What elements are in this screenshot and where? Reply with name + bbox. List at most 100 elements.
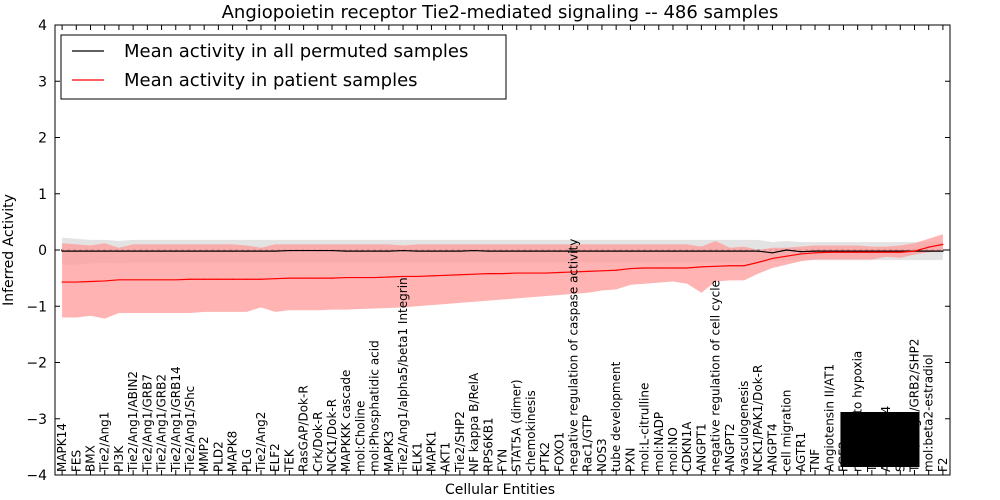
point-series-1 [189,278,191,280]
point-series-0 [899,250,901,252]
point-series-0 [615,250,617,252]
point-series-0 [629,250,631,252]
point-series-0 [374,250,376,252]
point-series-0 [132,250,134,252]
point-series-1 [487,273,489,275]
x-tick-label: chemokinesis [524,390,538,472]
point-series-0 [928,250,930,252]
point-series-1 [913,250,916,252]
x-tick-label: tube development [609,361,623,472]
x-tick-label: PLD2 [211,441,225,472]
x-tick-label: AKT1 [439,442,453,472]
point-series-0 [828,250,830,252]
x-tick-label: PLG [240,449,254,472]
x-tick-label: F2 [936,457,950,472]
point-series-0 [189,250,191,252]
point-series-1 [857,251,859,253]
band-series-1 [62,234,943,319]
point-series-0 [160,250,163,252]
x-tick-label: TNF [808,449,822,473]
point-series-1 [871,251,873,253]
point-series-1 [160,279,163,281]
point-series-0 [217,250,219,252]
point-series-1 [729,265,731,267]
point-series-0 [601,250,603,252]
point-series-0 [203,250,205,252]
overlap-block [840,412,920,467]
x-tick-label: vasculogenesis [737,381,751,472]
point-series-1 [544,272,546,274]
point-series-1 [558,271,560,274]
x-tick-label: MAPK3 [382,431,396,472]
point-series-0 [61,250,63,252]
point-series-0 [75,250,77,252]
point-series-0 [572,250,575,252]
point-series-1 [601,270,603,272]
point-series-1 [629,267,631,270]
point-series-1 [516,272,518,274]
point-series-1 [246,278,248,280]
point-series-1 [203,278,205,280]
legend: Mean activity in all permuted samples Me… [60,34,507,100]
y-tick-label: 2 [38,131,47,147]
x-tick-label: mol:Phosphatidic acid [368,340,382,472]
x-tick-label: TEK [282,448,296,473]
point-series-0 [786,249,788,251]
point-series-1 [445,274,447,276]
x-tick-label: ANGPT2 [723,423,737,472]
point-series-0 [672,250,674,252]
point-series-1 [686,267,688,269]
point-series-0 [459,250,461,252]
x-tick-label: MAPK1 [424,431,438,472]
point-series-0 [146,250,148,252]
y-tick-label: 3 [38,74,47,90]
point-series-0 [260,250,262,252]
y-tick-label: −2 [26,356,47,372]
point-series-1 [274,278,276,280]
point-series-0 [729,250,731,252]
point-series-0 [643,250,646,252]
legend-label-patient: Mean activity in patient samples [124,70,418,91]
point-series-1 [501,273,504,275]
x-tick-label: NOS3 [595,438,609,472]
point-series-0 [814,250,816,252]
point-series-0 [885,250,887,252]
point-series-1 [118,279,120,281]
x-tick-label: PI3K [112,445,126,472]
point-series-1 [643,267,646,269]
point-series-0 [402,249,404,252]
x-tick-label: FYN [496,449,510,472]
x-tick-label: NCK1/PAK1/Dok-R [751,365,765,472]
legend-box [60,34,507,100]
point-series-0 [743,250,745,252]
x-tick-label: mol:beta2-estradiol [922,354,936,472]
x-tick-label: Tie2/Ang1/Shc [183,386,197,473]
point-series-1 [231,278,234,280]
x-tick-label: CDKN1A [680,421,694,472]
x-tick-label: Tie2/Ang1/ABIN2 [126,371,140,473]
point-series-1 [743,265,745,267]
point-series-0 [544,250,546,252]
point-series-1 [132,279,134,281]
y-tick-label: −1 [26,299,47,315]
point-series-1 [402,275,404,278]
x-tick-label: Tie2/Ang1/alpha5/beta1 Integrin [396,277,410,473]
x-tick-label: Rac1/GTP [581,415,595,472]
x-tick-label: Angiotensin II/AT1 [822,364,836,472]
point-series-1 [572,271,575,273]
point-series-0 [771,252,774,254]
x-tick-label: FOXO1 [552,432,566,472]
point-series-0 [658,250,660,252]
x-tick-label: ANGPT1 [694,423,708,472]
point-series-0 [942,250,944,252]
point-series-0 [800,251,802,253]
y-axis-label: Inferred Activity [1,194,17,306]
point-series-1 [928,246,930,248]
x-tick-label: Tie2/Ang1/GRB2 [155,374,169,473]
x-tick-label: PXN [623,448,637,472]
y-tick-label: −4 [26,468,47,484]
x-tick-label: FES [69,450,83,472]
x-tick-label-cluster: FGF2response to hypoxiaTie2Ang1/Ang4STAT… [836,338,921,473]
x-tick-label: Tie2/Ang2 [254,412,268,473]
